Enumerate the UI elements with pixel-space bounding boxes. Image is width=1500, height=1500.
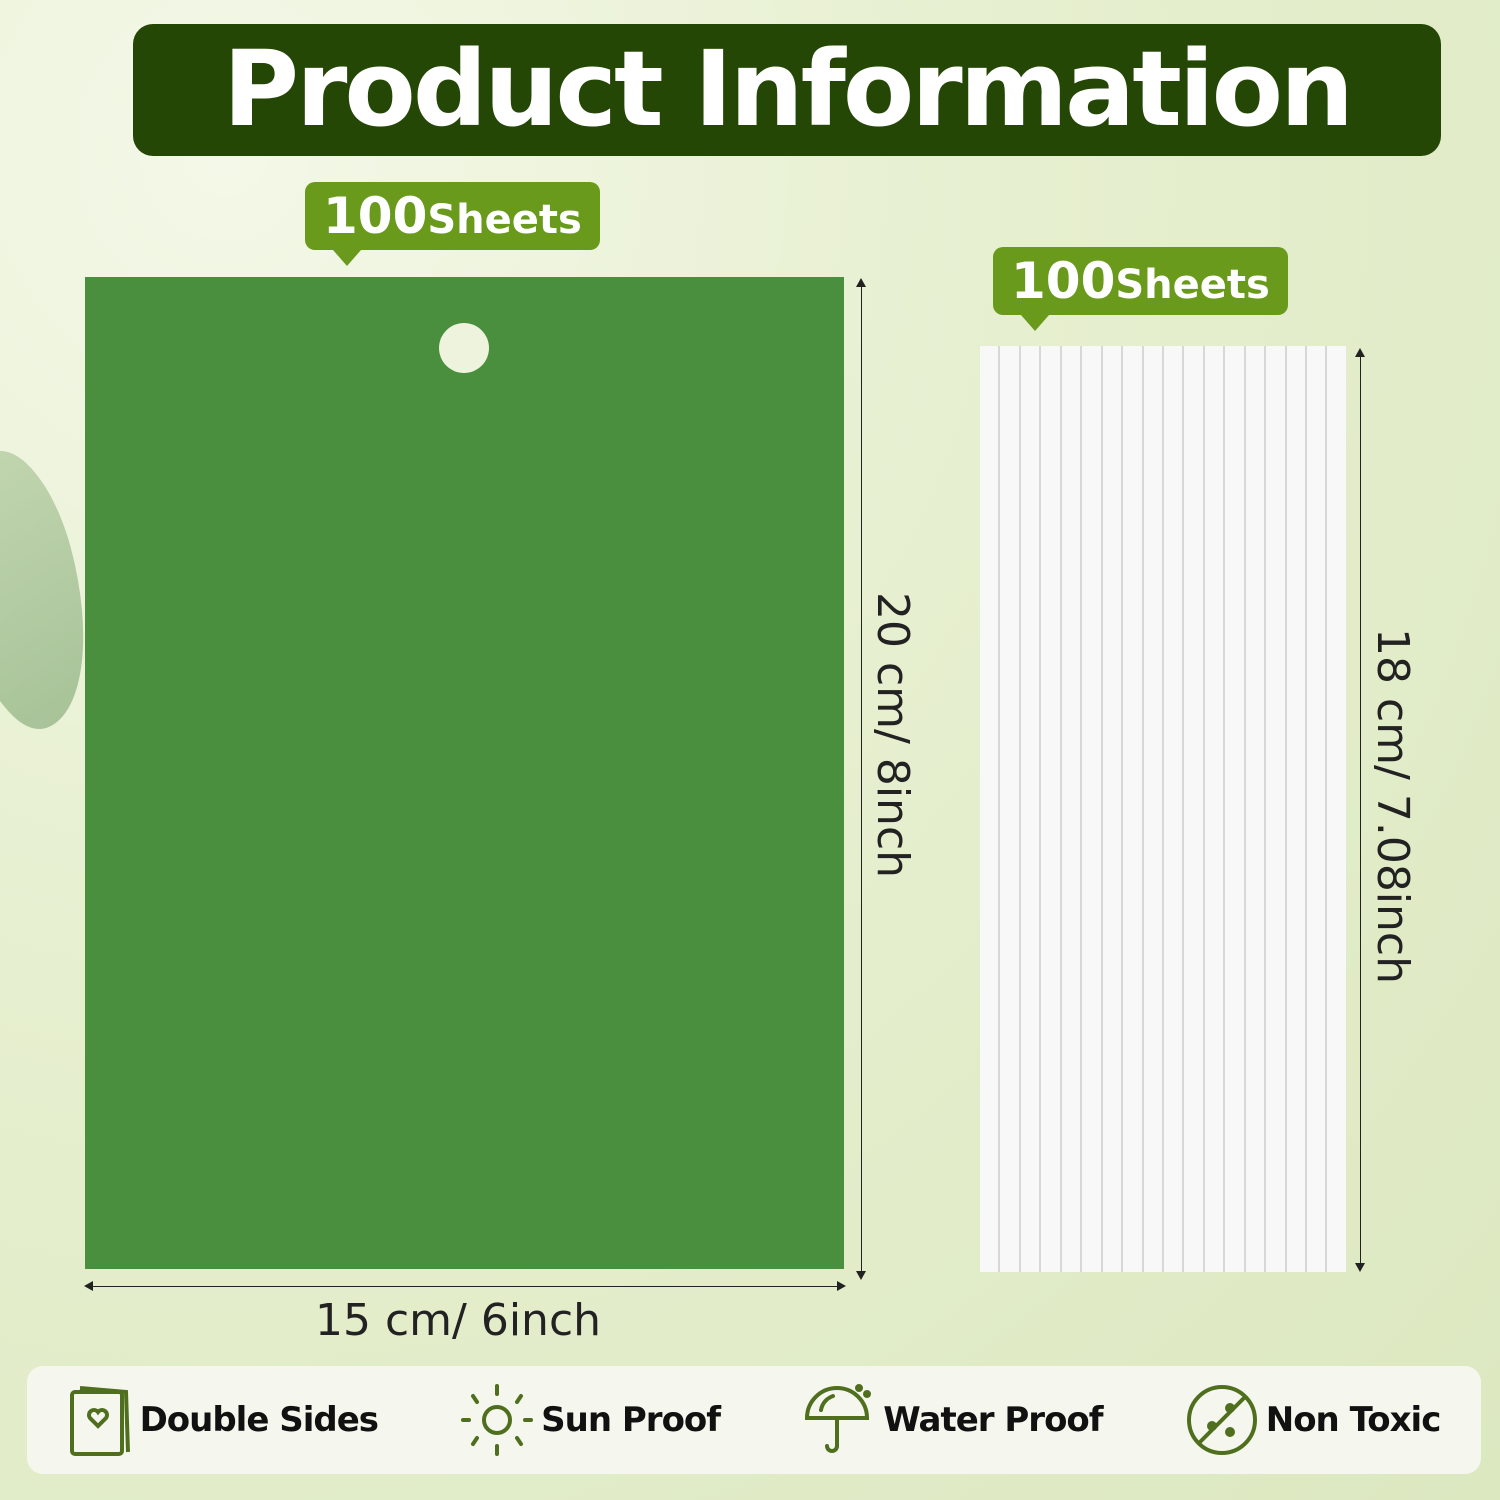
feature-water-proof: Water Proof <box>801 1382 1104 1458</box>
white-strip <box>1041 346 1060 1272</box>
features-bar: Double Sides Sun Proof Water Proof Non T… <box>27 1366 1481 1474</box>
feature-label: Non Toxic <box>1265 1400 1442 1440</box>
white-strip <box>1327 346 1346 1272</box>
page-title: Product Information <box>133 24 1441 156</box>
white-strip <box>1163 346 1183 1272</box>
badge-unit: Sheets <box>427 197 582 243</box>
card-heart-icon <box>68 1382 134 1458</box>
white-strip <box>1204 346 1224 1272</box>
umbrella-icon <box>801 1382 877 1458</box>
feature-label: Water Proof <box>883 1400 1103 1440</box>
white-strip <box>1123 346 1142 1272</box>
badge-count: 100 <box>323 187 428 245</box>
hanging-hole <box>439 323 489 373</box>
white-strip <box>1061 346 1081 1272</box>
white-sticky-strips <box>980 346 1346 1272</box>
white-strip <box>980 346 999 1272</box>
white-strip <box>1225 346 1244 1272</box>
green-card-height-label: 20 cm/ 8inch <box>867 592 918 879</box>
feature-sun-proof: Sun Proof <box>459 1382 721 1458</box>
white-strip <box>1286 346 1305 1272</box>
sheets-badge-white: 100Sheets <box>993 247 1288 331</box>
white-strip <box>1184 346 1203 1272</box>
feature-label: Sun Proof <box>541 1400 721 1440</box>
white-strip <box>1266 346 1285 1272</box>
sheets-badge-green: 100Sheets <box>305 182 600 266</box>
white-strip <box>1020 346 1040 1272</box>
white-strip <box>1245 346 1265 1272</box>
height-dimension-arrow <box>856 278 866 1280</box>
non-toxic-icon <box>1184 1382 1260 1458</box>
strip-height-label: 18 cm/ 7.08inch <box>1367 628 1418 984</box>
feature-double-sides: Double Sides <box>68 1382 379 1458</box>
width-dimension-arrow <box>84 1281 846 1291</box>
white-strip <box>1000 346 1019 1272</box>
badge-count: 100 <box>1011 252 1116 310</box>
feature-non-toxic: Non Toxic <box>1184 1382 1441 1458</box>
strip-height-arrow <box>1355 348 1365 1272</box>
sun-icon <box>459 1382 535 1458</box>
badge-unit: Sheets <box>1115 262 1270 308</box>
white-strip <box>1102 346 1122 1272</box>
white-strip <box>1307 346 1326 1272</box>
green-sticky-card <box>85 277 844 1269</box>
white-strip <box>1082 346 1101 1272</box>
feature-label: Double Sides <box>139 1400 379 1440</box>
green-card-width-label: 15 cm/ 6inch <box>315 1295 602 1346</box>
white-strip <box>1143 346 1162 1272</box>
